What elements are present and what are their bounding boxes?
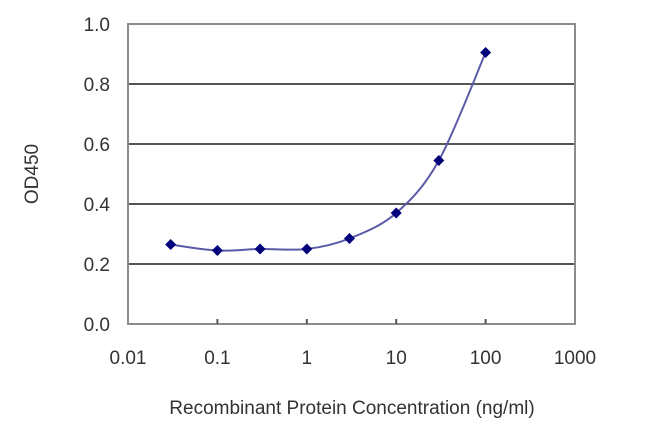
data-point-diamond-marker bbox=[390, 207, 402, 219]
x-tick-label: 0.1 bbox=[204, 348, 230, 369]
x-tick-label: 0.01 bbox=[110, 348, 147, 369]
y-tick-label: 0.8 bbox=[84, 75, 110, 96]
y-tick-label: 1.0 bbox=[84, 15, 110, 36]
gridlines bbox=[128, 83, 575, 265]
y-axis-label: OD450 bbox=[22, 144, 43, 204]
data-point-diamond-marker bbox=[254, 243, 266, 255]
data-point-diamond-marker bbox=[211, 245, 223, 256]
series-line bbox=[170, 52, 487, 252]
data-point-diamond-marker bbox=[343, 233, 355, 244]
y-tick-label: 0.4 bbox=[84, 195, 111, 216]
x-axis-label: Recombinant Protein Concentration (ng/ml… bbox=[169, 398, 534, 419]
y-tick-label: 0.2 bbox=[84, 255, 110, 276]
x-tick-label: 1 bbox=[302, 348, 313, 369]
x-tick-label: 10 bbox=[386, 348, 407, 369]
data-point-diamond-marker bbox=[480, 47, 492, 58]
y-axis-ticks: 0.0 0.2 0.4 0.6 0.8 1.0 bbox=[84, 15, 111, 336]
data-point-diamond-marker bbox=[433, 155, 445, 166]
data-point-diamond-marker bbox=[165, 239, 177, 250]
data-point-diamond-marker bbox=[301, 243, 313, 255]
plot-frame bbox=[127, 23, 576, 325]
y-tick-label: 0.6 bbox=[84, 135, 110, 156]
y-tick-label: 0.0 bbox=[84, 315, 110, 336]
x-tick-label: 1000 bbox=[554, 348, 596, 369]
x-tick-label: 100 bbox=[470, 348, 502, 369]
x-axis-ticks: 0.01 0.1 1 10 100 1000 bbox=[110, 319, 596, 369]
data-series bbox=[165, 47, 492, 256]
